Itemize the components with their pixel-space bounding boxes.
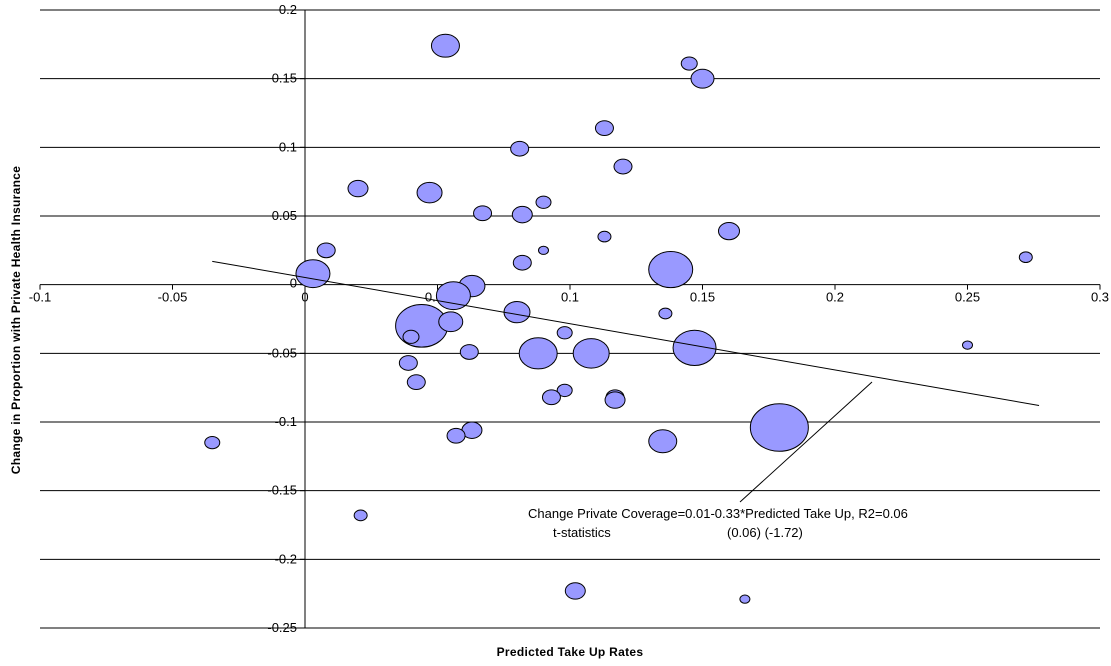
- bubble-point: [648, 251, 694, 289]
- y-tick-labels: 0.2 0.15 0.1 0.05 0 -0.05 -0.1 -0.15 -0.2 -0.25: [267, 2, 297, 635]
- y-tick-label: -0.1: [275, 414, 297, 429]
- bubble-point: [672, 329, 717, 366]
- bubble-point: [564, 582, 586, 600]
- bubble-point: [511, 205, 533, 224]
- bubble-point: [541, 389, 561, 406]
- bubble-point: [406, 374, 426, 391]
- x-tick-label: 0.3: [1091, 290, 1109, 305]
- t-statistics-values: (0.06) (-1.72): [727, 525, 803, 540]
- y-tick-label: 0.1: [279, 139, 297, 154]
- y-tick-label: -0.25: [267, 620, 297, 635]
- bubble-point: [204, 435, 221, 450]
- bubbles: [204, 33, 1033, 604]
- bubble-point: [538, 245, 549, 255]
- x-axis-title: Predicted Take Up Rates: [497, 645, 644, 659]
- y-tick-label: -0.15: [267, 483, 297, 498]
- bubble-point: [680, 56, 698, 71]
- y-tick-label: 0.15: [272, 71, 297, 86]
- trendline: [212, 260, 1040, 407]
- bubble-point: [535, 195, 552, 209]
- regression-equation: Change Private Coverage=0.01-0.33*Predic…: [528, 506, 908, 521]
- bubble-point: [594, 120, 614, 136]
- bubble-point: [473, 205, 493, 222]
- bubble-point: [446, 427, 466, 444]
- bubble-point: [739, 594, 751, 604]
- bubble-point: [512, 254, 532, 271]
- x-tick-label: -0.1: [29, 290, 51, 305]
- bubble-point: [503, 300, 531, 324]
- y-tick-label: -0.2: [275, 551, 297, 566]
- bubble-point: [295, 259, 331, 289]
- bubble-point: [658, 307, 673, 320]
- bubble-point: [347, 179, 369, 198]
- bubble-point: [398, 355, 418, 371]
- bubble-point: [749, 403, 809, 452]
- bubble-point: [438, 311, 464, 333]
- bubble-point: [556, 326, 573, 340]
- bubble-point: [518, 337, 558, 370]
- bubble-point: [402, 329, 420, 344]
- bubble-point: [572, 338, 610, 369]
- x-tick-label: 0.2: [826, 290, 844, 305]
- bubble-point: [430, 33, 460, 58]
- bubble-point: [435, 281, 471, 311]
- bubble-point: [690, 68, 715, 89]
- bubble-point: [416, 181, 443, 204]
- y-tick-label: 0.05: [272, 208, 297, 223]
- t-statistics-label: t-statistics: [553, 525, 611, 540]
- x-axis: -0.1-0.0500.050.10.150.20.250.3: [29, 284, 1109, 305]
- bubble-point: [604, 391, 626, 409]
- x-tick-label: -0.05: [158, 290, 188, 305]
- bubble-point: [353, 509, 368, 522]
- bubble-point: [316, 242, 336, 259]
- x-tick-label: 0.1: [561, 290, 579, 305]
- x-tick-label: 0.25: [955, 290, 980, 305]
- bubble-point: [718, 221, 740, 241]
- y-tick-label: -0.05: [267, 345, 297, 360]
- bubble-point: [556, 383, 573, 398]
- x-tick-label: 0.15: [690, 290, 715, 305]
- y-tick-label: 0.2: [279, 2, 297, 17]
- bubble-point: [597, 230, 612, 243]
- y-axis-title: Change in Proportion with Private Health…: [9, 166, 23, 474]
- bubble-point: [459, 344, 479, 360]
- bubble-point: [510, 140, 530, 157]
- annotation-leader-line: [739, 381, 873, 503]
- bubble-point: [962, 340, 973, 350]
- bubble-point: [613, 158, 633, 175]
- bubble-point: [648, 429, 678, 454]
- bubble-point: [1018, 251, 1033, 264]
- y-tick-label: 0: [290, 276, 297, 291]
